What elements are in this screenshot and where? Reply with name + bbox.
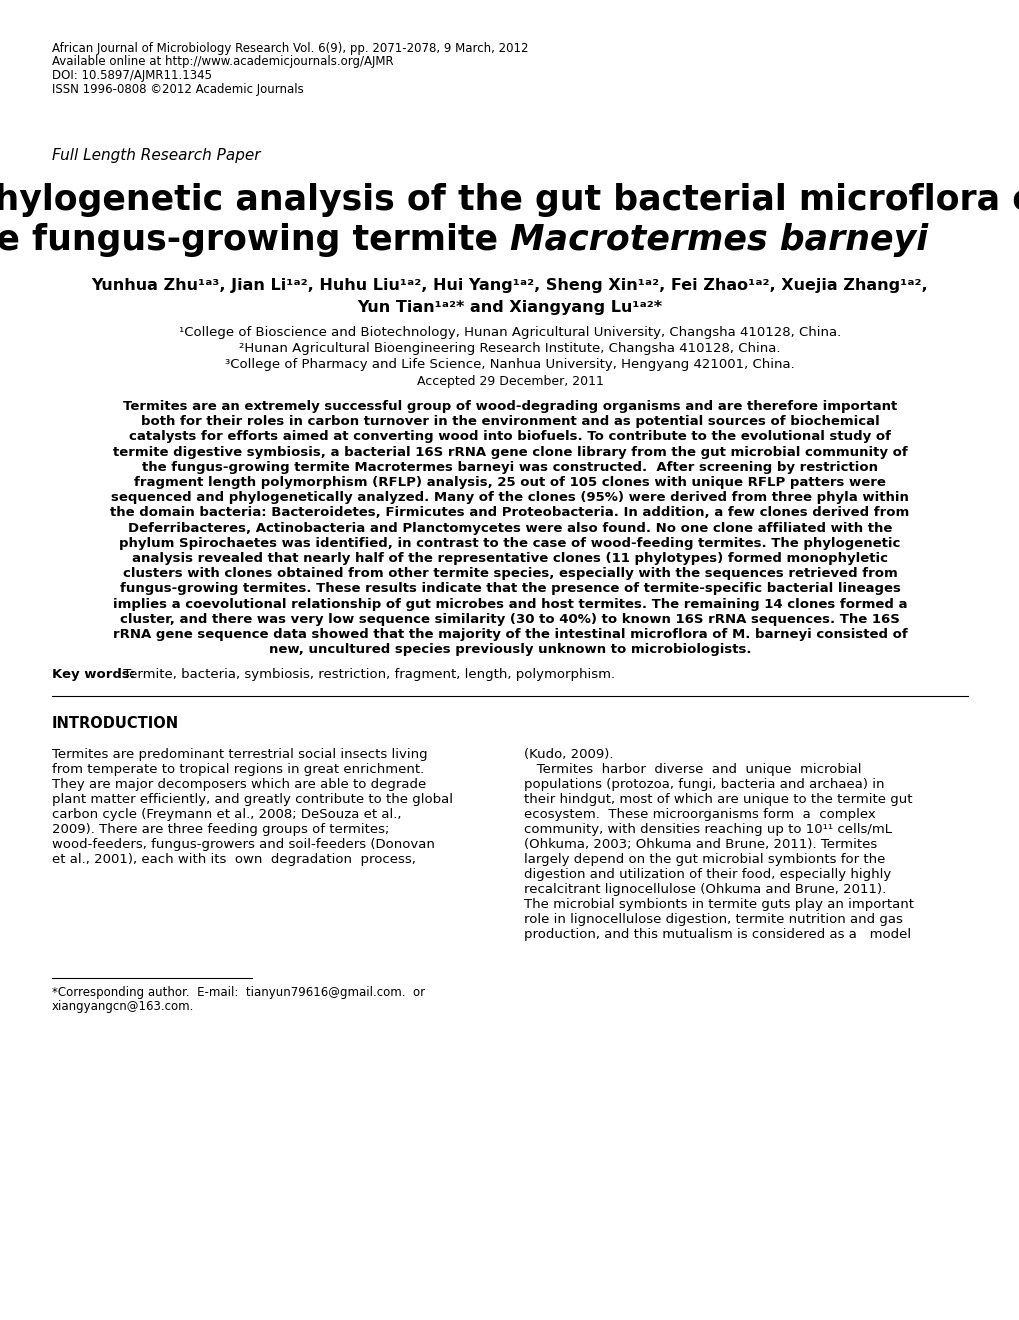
Text: xiangyangcn@163.com.: xiangyangcn@163.com.: [52, 1001, 195, 1014]
Text: from temperate to tropical regions in great enrichment.: from temperate to tropical regions in gr…: [52, 763, 424, 776]
Text: ISSN 1996-0808 ©2012 Academic Journals: ISSN 1996-0808 ©2012 Academic Journals: [52, 82, 304, 95]
Text: their hindgut, most of which are unique to the termite gut: their hindgut, most of which are unique …: [524, 793, 912, 807]
Text: clusters with clones obtained from other termite species, especially with the se: clusters with clones obtained from other…: [122, 568, 897, 581]
Text: Accepted 29 December, 2011: Accepted 29 December, 2011: [416, 375, 603, 388]
Text: Termites  harbor  diverse  and  unique  microbial: Termites harbor diverse and unique micro…: [524, 763, 861, 776]
Text: termite digestive symbiosis, a bacterial 16S rRNA gene clone library from the gu: termite digestive symbiosis, a bacterial…: [112, 446, 907, 458]
Text: Available online at http://www.academicjournals.org/AJMR: Available online at http://www.academicj…: [52, 55, 393, 69]
Text: et al., 2001), each with its  own  degradation  process,: et al., 2001), each with its own degrada…: [52, 854, 416, 866]
Text: rRNA gene sequence data showed that the majority of the intestinal microflora of: rRNA gene sequence data showed that the …: [112, 628, 907, 642]
Text: implies a coevolutional relationship of gut microbes and host termites. The rema: implies a coevolutional relationship of …: [113, 598, 906, 611]
Text: Termites are an extremely successful group of wood-degrading organisms and are t: Termites are an extremely successful gro…: [122, 400, 897, 413]
Text: DOI: 10.5897/AJMR11.1345: DOI: 10.5897/AJMR11.1345: [52, 69, 212, 82]
Text: the fungus-growing termite Macrotermes barneyi was constructed.  After screening: the fungus-growing termite Macrotermes b…: [142, 461, 877, 474]
Text: Yun Tian¹ᵃ²* and Xiangyang Lu¹ᵃ²*: Yun Tian¹ᵃ²* and Xiangyang Lu¹ᵃ²*: [357, 300, 662, 315]
Text: ecosystem.  These microorganisms form  a  complex: ecosystem. These microorganisms form a c…: [524, 808, 875, 821]
Text: Termites are predominant terrestrial social insects living: Termites are predominant terrestrial soc…: [52, 748, 427, 762]
Text: production, and this mutualism is considered as a   model: production, and this mutualism is consid…: [524, 928, 910, 941]
Text: African Journal of Microbiology Research Vol. 6(9), pp. 2071-2078, 9 March, 2012: African Journal of Microbiology Research…: [52, 42, 528, 55]
Text: Full Length Research Paper: Full Length Research Paper: [52, 148, 260, 162]
Text: Termite, bacteria, symbiosis, restriction, fragment, length, polymorphism.: Termite, bacteria, symbiosis, restrictio…: [119, 668, 614, 681]
Text: *Corresponding author.  E-mail:  tianyun79616@gmail.com.  or: *Corresponding author. E-mail: tianyun79…: [52, 986, 425, 999]
Text: recalcitrant lignocellulose (Ohkuma and Brune, 2011).: recalcitrant lignocellulose (Ohkuma and …: [524, 883, 886, 896]
Text: 2009). There are three feeding groups of termites;: 2009). There are three feeding groups of…: [52, 824, 389, 837]
Text: fungus-growing termites. These results indicate that the presence of termite-spe: fungus-growing termites. These results i…: [119, 582, 900, 595]
Text: ¹College of Bioscience and Biotechnology, Hunan Agricultural University, Changsh: ¹College of Bioscience and Biotechnology…: [178, 326, 841, 339]
Text: wood-feeders, fungus-growers and soil-feeders (Donovan: wood-feeders, fungus-growers and soil-fe…: [52, 838, 434, 851]
Text: (Kudo, 2009).: (Kudo, 2009).: [524, 748, 612, 762]
Text: Yunhua Zhu¹ᵃ³, Jian Li¹ᵃ², Huhu Liu¹ᵃ², Hui Yang¹ᵃ², Sheng Xin¹ᵃ², Fei Zhao¹ᵃ², : Yunhua Zhu¹ᵃ³, Jian Li¹ᵃ², Huhu Liu¹ᵃ², …: [92, 279, 927, 293]
Text: carbon cycle (Freymann et al., 2008; DeSouza et al.,: carbon cycle (Freymann et al., 2008; DeS…: [52, 808, 401, 821]
Text: phylum Spirochaetes was identified, in contrast to the case of wood-feeding term: phylum Spirochaetes was identified, in c…: [119, 537, 900, 550]
Text: role in lignocellulose digestion, termite nutrition and gas: role in lignocellulose digestion, termit…: [524, 913, 902, 927]
Text: analysis revealed that nearly half of the representative clones (11 phylotypes) : analysis revealed that nearly half of th…: [131, 552, 888, 565]
Text: catalysts for efforts aimed at converting wood into biofuels. To contribute to t: catalysts for efforts aimed at convertin…: [128, 430, 891, 444]
Text: Deferribacteres, Actinobacteria and Planctomycetes were also found. No one clone: Deferribacteres, Actinobacteria and Plan…: [127, 521, 892, 535]
Text: Key words:: Key words:: [52, 668, 135, 681]
Text: fragment length polymorphism (RFLP) analysis, 25 out of 105 clones with unique R: fragment length polymorphism (RFLP) anal…: [133, 477, 886, 488]
Text: The microbial symbionts in termite guts play an important: The microbial symbionts in termite guts …: [524, 899, 913, 911]
Text: both for their roles in carbon turnover in the environment and as potential sour: both for their roles in carbon turnover …: [141, 416, 878, 428]
Text: plant matter efficiently, and greatly contribute to the global: plant matter efficiently, and greatly co…: [52, 793, 452, 807]
Text: populations (protozoa, fungi, bacteria and archaea) in: populations (protozoa, fungi, bacteria a…: [524, 779, 883, 792]
Text: community, with densities reaching up to 10¹¹ cells/mL: community, with densities reaching up to…: [524, 824, 892, 837]
Text: Macrotermes barneyi: Macrotermes barneyi: [510, 223, 927, 257]
Text: Phylogenetic analysis of the gut bacterial microflora of: Phylogenetic analysis of the gut bacteri…: [0, 183, 1019, 216]
Text: digestion and utilization of their food, especially highly: digestion and utilization of their food,…: [524, 869, 891, 882]
Text: ²Hunan Agricultural Bioengineering Research Institute, Changsha 410128, China.: ²Hunan Agricultural Bioengineering Resea…: [239, 342, 780, 355]
Text: cluster, and there was very low sequence similarity (30 to 40%) to known 16S rRN: cluster, and there was very low sequence…: [120, 612, 899, 626]
Text: They are major decomposers which are able to degrade: They are major decomposers which are abl…: [52, 779, 426, 792]
Text: the fungus-growing termite: the fungus-growing termite: [0, 223, 510, 257]
Text: ³College of Pharmacy and Life Science, Nanhua University, Hengyang 421001, China: ³College of Pharmacy and Life Science, N…: [225, 358, 794, 371]
Text: new, uncultured species previously unknown to microbiologists.: new, uncultured species previously unkno…: [268, 643, 751, 656]
Text: largely depend on the gut microbial symbionts for the: largely depend on the gut microbial symb…: [524, 854, 884, 866]
Text: (Ohkuma, 2003; Ohkuma and Brune, 2011). Termites: (Ohkuma, 2003; Ohkuma and Brune, 2011). …: [524, 838, 876, 851]
Text: sequenced and phylogenetically analyzed. Many of the clones (95%) were derived f: sequenced and phylogenetically analyzed.…: [111, 491, 908, 504]
Text: the domain bacteria: Bacteroidetes, Firmicutes and Proteobacteria. In addition, : the domain bacteria: Bacteroidetes, Firm…: [110, 507, 909, 519]
Text: INTRODUCTION: INTRODUCTION: [52, 717, 179, 731]
